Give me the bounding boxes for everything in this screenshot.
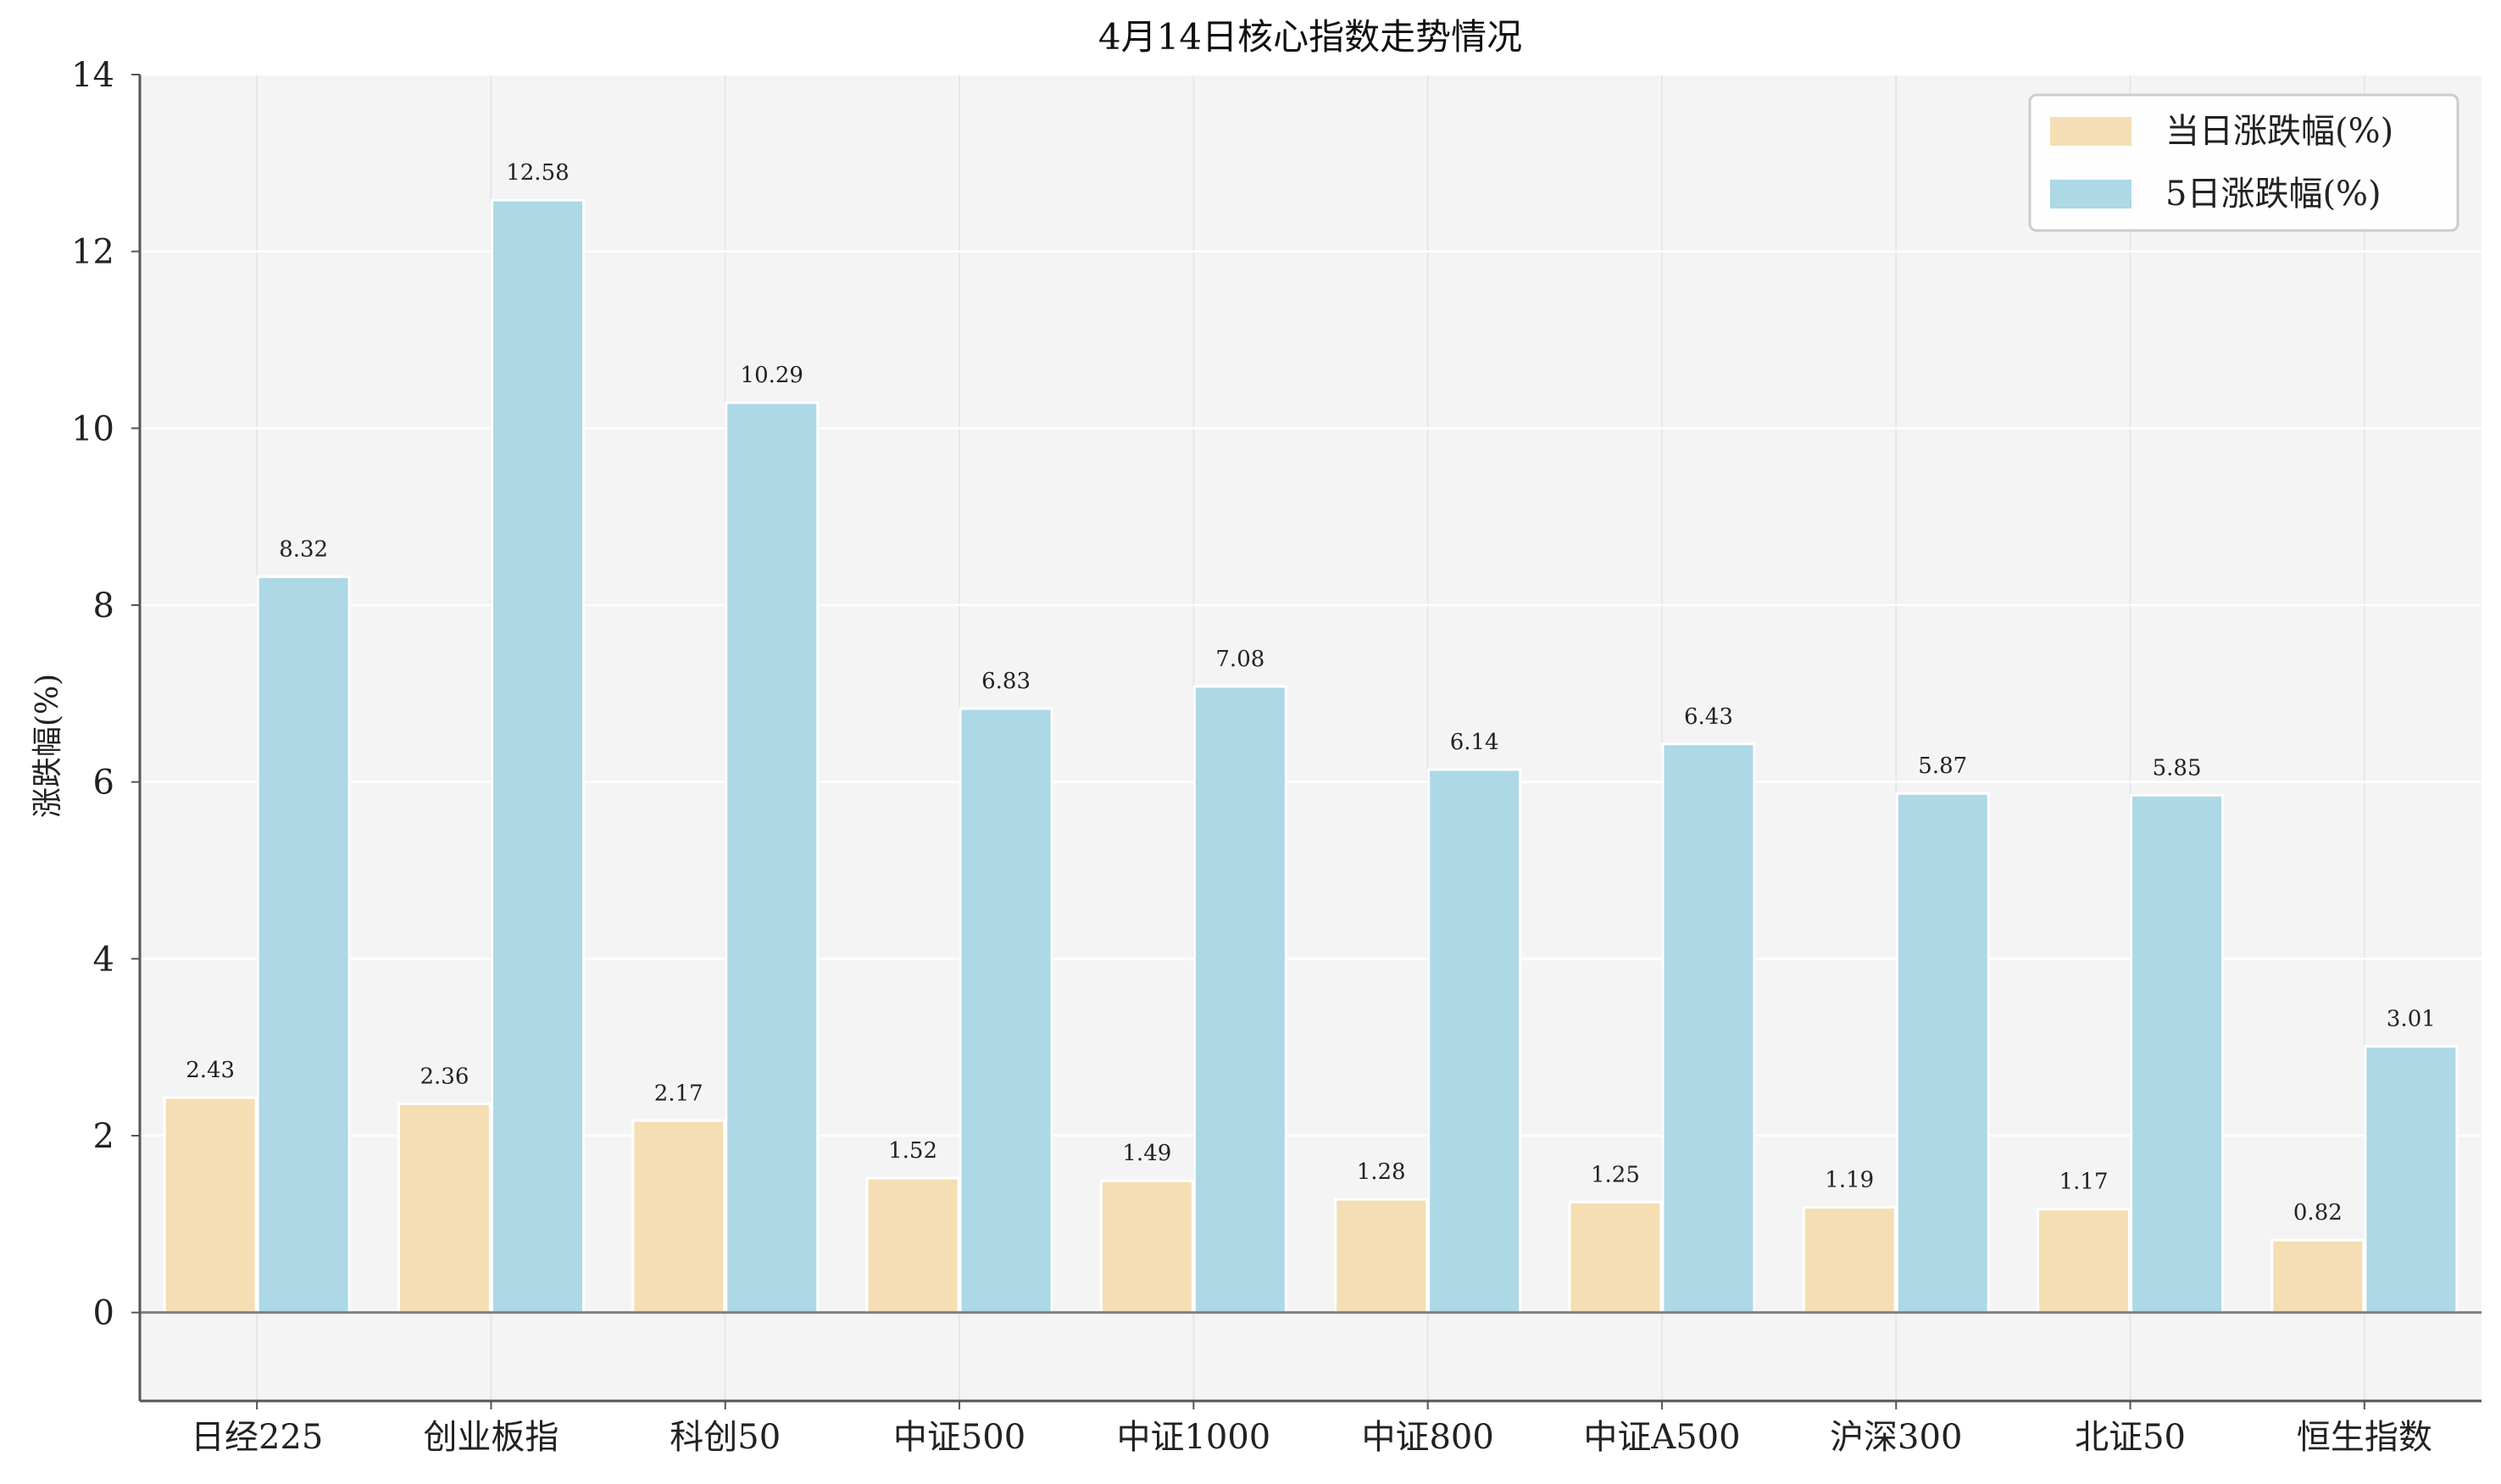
- y-axis-label: 涨跌幅(%): [31, 674, 65, 818]
- data-label: 1.19: [1825, 1168, 1874, 1193]
- bar-daily: [1802, 1206, 1897, 1314]
- legend-box: [2028, 93, 2459, 232]
- x-tick-label: 中证800: [1361, 1418, 1493, 1457]
- bar-five-day: [1192, 685, 1287, 1314]
- bar-five-day: [1661, 742, 1756, 1314]
- data-label: 0.82: [2293, 1200, 2343, 1226]
- bar-daily: [1334, 1198, 1429, 1314]
- x-tick-label: 北证50: [2075, 1418, 2186, 1457]
- bar-five-day: [959, 707, 1053, 1314]
- bar-five-day: [490, 198, 585, 1314]
- x-tick-label: 日经225: [191, 1418, 323, 1457]
- data-label: 12.58: [506, 160, 569, 186]
- y-tick-label: 0: [93, 1294, 114, 1333]
- data-label: 6.14: [1450, 730, 1499, 755]
- x-tick-label: 中证1000: [1116, 1418, 1270, 1457]
- y-tick-label: 10: [71, 409, 114, 448]
- bar-daily: [631, 1119, 726, 1314]
- chart-title: 4月14日核心指数走势情况: [1098, 16, 1522, 58]
- bar-five-day: [2130, 793, 2225, 1314]
- x-tick-label: 科创50: [670, 1418, 781, 1457]
- bar-daily: [163, 1096, 258, 1314]
- legend: 当日涨跌幅(%) 5日涨跌幅(%): [2028, 93, 2459, 232]
- data-label: 5.85: [2153, 755, 2202, 781]
- y-tick-label: 14: [71, 56, 114, 95]
- x-tick-label: 沪深300: [1830, 1418, 1962, 1457]
- bar-five-day: [256, 575, 351, 1314]
- y-tick-label: 12: [71, 233, 114, 272]
- data-label: 10.29: [741, 363, 803, 388]
- bar-daily: [865, 1176, 960, 1314]
- data-label: 1.25: [1591, 1162, 1640, 1187]
- data-label: 1.28: [1357, 1159, 1406, 1185]
- plot-area: 2.43 2.36 2.17 1.52 1.49 1.28 1.25 1.19 1.17 0.82…: [71, 56, 2482, 1457]
- bar-five-day: [1895, 792, 1990, 1314]
- y-tick-label: 2: [93, 1117, 114, 1156]
- bar-daily: [1099, 1179, 1194, 1314]
- data-label: 1.49: [1122, 1141, 1171, 1166]
- data-label: 5.87: [1918, 753, 1967, 779]
- data-label: 2.17: [654, 1081, 703, 1106]
- data-label: 3.01: [2387, 1007, 2436, 1032]
- data-label: 2.36: [420, 1064, 470, 1089]
- data-label: 2.43: [186, 1058, 235, 1083]
- bar-daily: [1568, 1200, 1663, 1314]
- bar-daily: [397, 1102, 492, 1314]
- data-label: 8.32: [279, 537, 328, 563]
- x-tick-label: 中证A500: [1583, 1418, 1740, 1457]
- y-tick-label: 6: [93, 764, 114, 803]
- x-tick-label: 恒生指数: [2297, 1418, 2432, 1457]
- x-tick-label: 创业板指: [423, 1418, 559, 1457]
- bar-five-day: [1427, 768, 1522, 1314]
- legend-swatch: [2050, 180, 2131, 208]
- data-label: 1.17: [2059, 1170, 2109, 1195]
- legend-swatch: [2050, 117, 2131, 146]
- y-tick-label: 4: [93, 940, 114, 979]
- y-tick-label: 8: [93, 586, 114, 625]
- data-label: 7.08: [1215, 647, 1264, 672]
- x-tick-label: 中证500: [893, 1418, 1025, 1457]
- legend-entry-label: 当日涨跌幅(%): [2165, 112, 2393, 151]
- bar-five-day: [2364, 1045, 2459, 1314]
- bar-daily: [2037, 1208, 2131, 1314]
- data-label: 6.83: [981, 669, 1031, 694]
- data-label: 6.43: [1684, 704, 1733, 730]
- legend-entry-label: 5日涨跌幅(%): [2165, 175, 2382, 214]
- bar-daily: [2270, 1238, 2365, 1314]
- data-label: 1.52: [888, 1138, 937, 1164]
- bar-five-day: [725, 401, 820, 1314]
